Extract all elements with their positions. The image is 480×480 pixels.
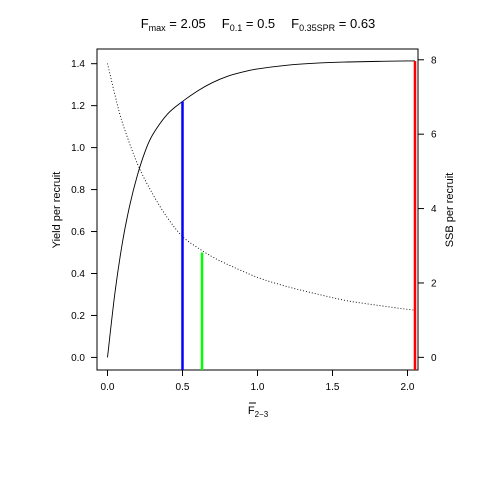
y-axis-label-left: Yield per recruit xyxy=(51,172,63,249)
x-axis: 0.0 0.5 1.0 1.5 2.0 xyxy=(101,370,415,393)
y-right-tick-label: 6 xyxy=(431,130,437,141)
x-tick-label: 1.0 xyxy=(251,382,265,393)
x-label-base: F xyxy=(248,405,255,417)
y-left-tick-label: 1.4 xyxy=(71,59,85,70)
x-label-sub: 2−3 xyxy=(255,410,269,419)
y-left-tick-label: 1.2 xyxy=(71,101,85,112)
title-fspr-value: 0.63 xyxy=(350,16,375,31)
y-right-tick-label: 2 xyxy=(431,278,437,289)
reference-lines-layer xyxy=(181,60,417,370)
title-f01-value: 0.5 xyxy=(257,16,275,31)
y-left-tick-label: 0.4 xyxy=(71,269,85,280)
plot-frame xyxy=(96,48,419,371)
y-right-tick-label: 0 xyxy=(431,353,437,364)
y-right-tick-label: 8 xyxy=(431,55,437,66)
y-left-tick-label: 0.2 xyxy=(71,311,85,322)
title-fmax-sub: max xyxy=(149,23,167,33)
title-fspr-eq: = xyxy=(335,16,350,31)
curves-layer xyxy=(107,60,416,358)
title-fspr-sub: 0.35SPR xyxy=(299,23,336,33)
x-axis-label: F2−3 xyxy=(248,405,269,419)
title-f01-eq: = xyxy=(242,16,257,31)
title-fmax-eq: = xyxy=(166,16,181,31)
title-fspr-base: F xyxy=(291,16,299,31)
title-fmax-base: F xyxy=(141,16,149,31)
y-left-tick-label: 0.0 xyxy=(71,353,85,364)
yield-per-recruit-line xyxy=(107,60,416,358)
y-right-tick-label: 4 xyxy=(431,204,437,215)
y-left-tick-label: 0.8 xyxy=(71,185,85,196)
title-fmax-value: 2.05 xyxy=(180,16,205,31)
x-tick-label: 0.5 xyxy=(176,382,190,393)
y-axis-label-right: SSB per recruit xyxy=(444,173,456,248)
ssb-per-recruit-line xyxy=(107,63,416,311)
x-tick-label: 0.0 xyxy=(101,382,115,393)
y-axis-left: 0.0 0.2 0.4 0.6 0.8 1.0 1.2 1.4 xyxy=(71,59,97,364)
y-axis-right: 0 2 4 6 8 xyxy=(418,55,437,364)
y-left-tick-label: 1.0 xyxy=(71,143,85,154)
title-f01-base: F xyxy=(222,16,230,31)
title-f01-sub: 0.1 xyxy=(230,23,243,33)
y-left-tick-label: 0.6 xyxy=(71,227,85,238)
x-tick-label: 2.0 xyxy=(401,382,415,393)
chart-title: Fmax = 2.05 F0.1 = 0.5 F0.35SPR = 0.63 xyxy=(141,16,376,33)
x-tick-label: 1.5 xyxy=(326,382,340,393)
